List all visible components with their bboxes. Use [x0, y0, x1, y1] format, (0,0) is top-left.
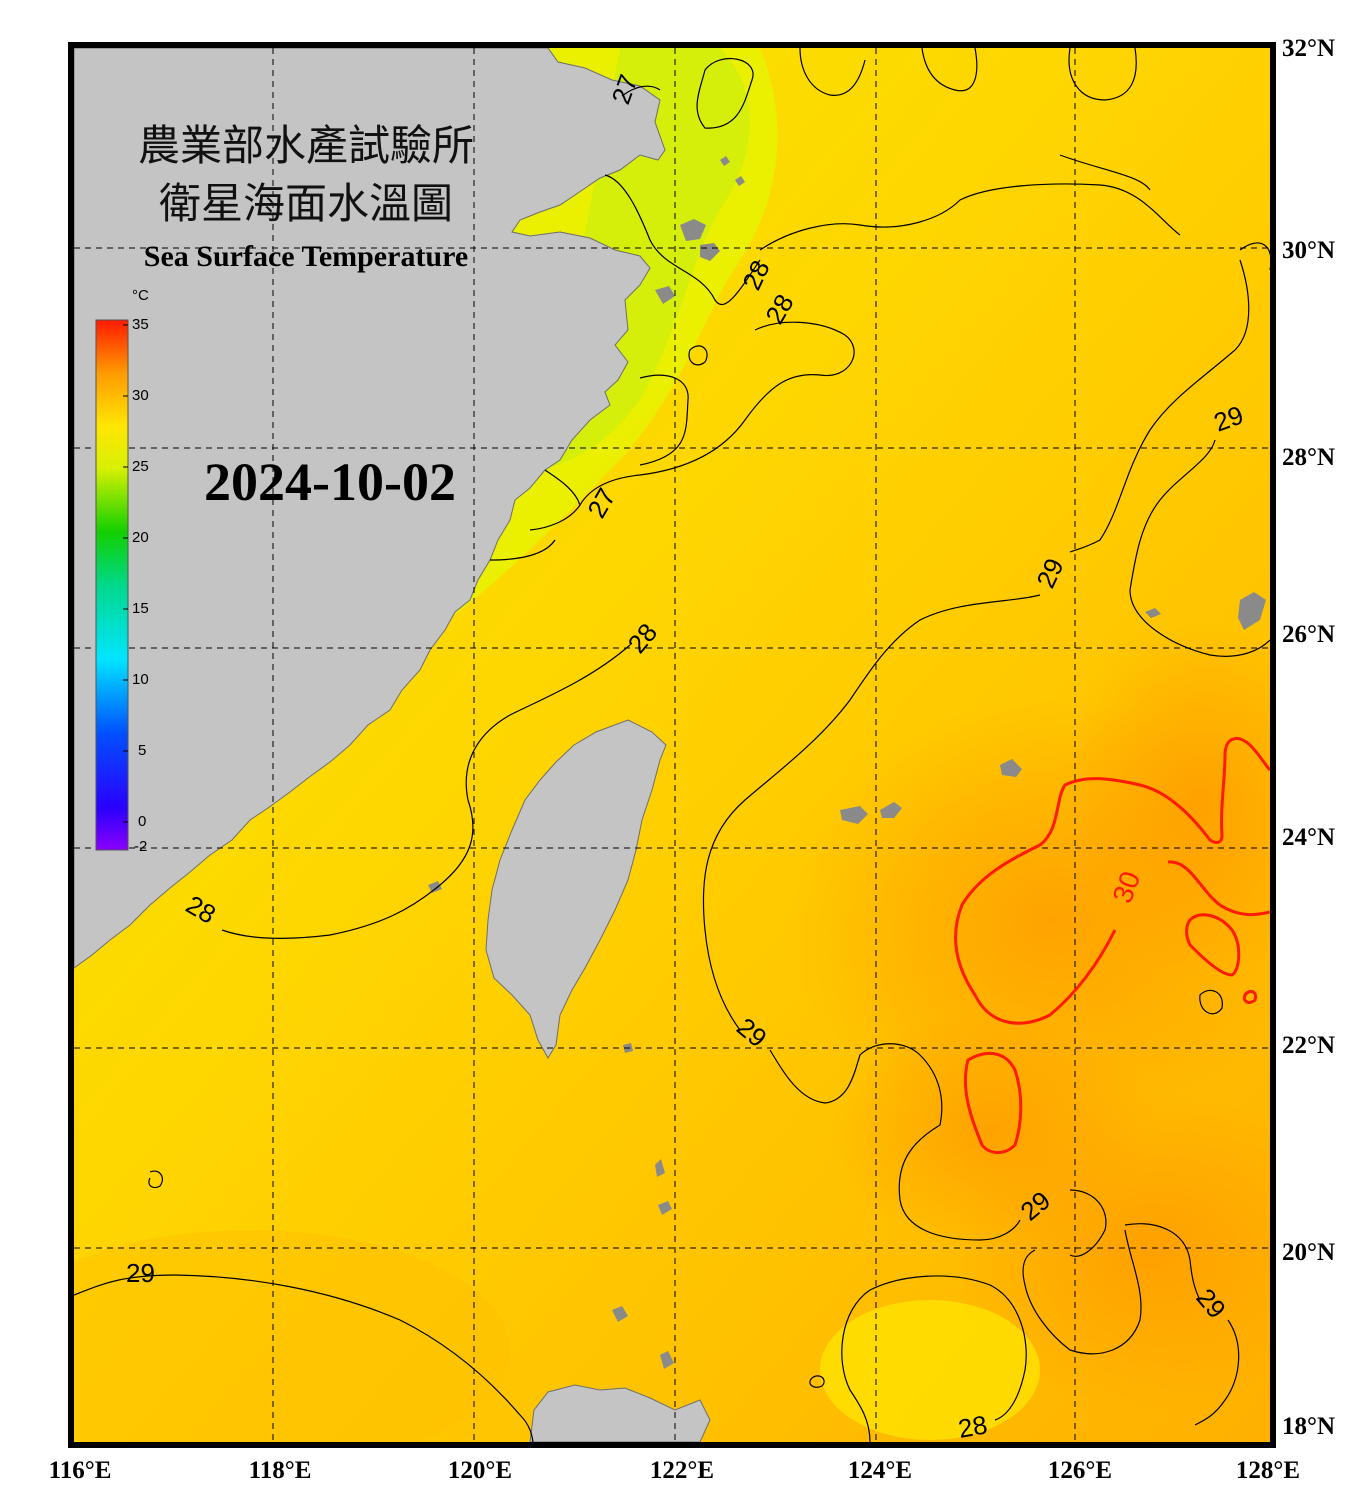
- lon-label: 128°E: [1236, 1457, 1300, 1484]
- small-islands: [428, 156, 1266, 1369]
- colorbar-tick: 15: [132, 600, 149, 617]
- lat-label: 28°N: [1282, 444, 1335, 471]
- colorbar-tick: -2: [134, 838, 147, 855]
- luzon-land: [529, 1384, 711, 1442]
- lat-label: 20°N: [1282, 1239, 1335, 1266]
- lat-label: 24°N: [1282, 824, 1335, 851]
- colorbar-tick: 5: [138, 742, 146, 759]
- lon-label: 126°E: [1048, 1457, 1112, 1484]
- sst-contours-30: [954, 737, 1270, 1154]
- contour-label: 28: [956, 1409, 990, 1444]
- colorbar-gradient: [95, 319, 129, 851]
- colorbar-tick: 10: [132, 671, 149, 688]
- longitude-labels: 116°E 118°E 120°E 122°E 124°E 126°E 128°…: [49, 1457, 1300, 1484]
- title-english: Sea Surface Temperature: [144, 240, 468, 273]
- colorbar-tick: 0: [138, 813, 146, 830]
- lat-label: 26°N: [1282, 621, 1335, 648]
- graticule: [74, 48, 1270, 1442]
- lon-label: 120°E: [448, 1457, 512, 1484]
- lon-label: 124°E: [848, 1457, 912, 1484]
- lat-label: 30°N: [1282, 237, 1335, 264]
- sea-surface-field: 27 28 28 27 28 28 29 29 29 29 29 29 28 3…: [74, 48, 1270, 1444]
- title-line-1: 農業部水產試驗所: [138, 121, 474, 170]
- latitude-labels: 32°N 30°N 28°N 26°N 24°N 22°N 20°N 18°N: [1282, 35, 1335, 1440]
- title-line-2: 衛星海面水溫圖: [159, 179, 453, 228]
- lat-label: 22°N: [1282, 1032, 1335, 1059]
- lon-label: 122°E: [650, 1457, 714, 1484]
- colorbar-tick: 30: [132, 387, 149, 404]
- lat-label: 32°N: [1282, 35, 1335, 62]
- colorbar-tick: 25: [132, 458, 149, 475]
- lon-label: 118°E: [249, 1457, 312, 1484]
- map-date: 2024-10-02: [204, 452, 456, 512]
- contour-label: 29: [126, 1258, 155, 1288]
- map-frame: [68, 42, 1276, 1448]
- colorbar: °C 35 30 25 20 15 10 5 0 -2: [95, 287, 149, 855]
- taiwan-land: [485, 719, 667, 1059]
- colorbar-tick: 20: [132, 529, 149, 546]
- lat-label: 18°N: [1282, 1413, 1335, 1440]
- mainland-china-land: [74, 48, 666, 969]
- lon-label: 116°E: [49, 1457, 112, 1484]
- colorbar-unit: °C: [132, 287, 149, 304]
- colorbar-tick: 35: [132, 316, 149, 333]
- sst-contours: [74, 48, 1270, 1442]
